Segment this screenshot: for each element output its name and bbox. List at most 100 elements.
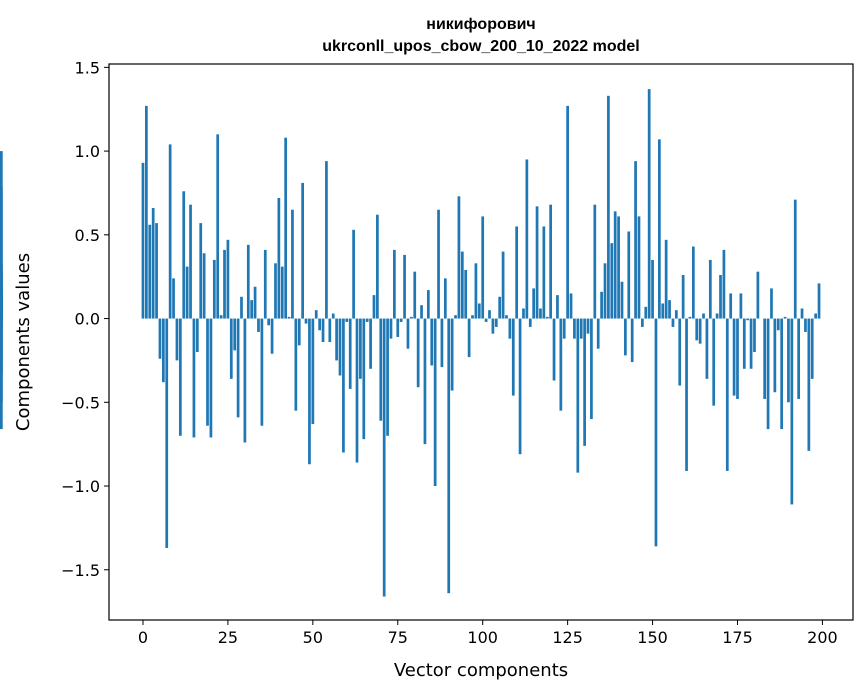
bar-193 (797, 318, 800, 399)
bar-94 (460, 251, 464, 319)
bar-157 (674, 310, 678, 319)
bar-16 (195, 318, 199, 353)
y-tick-label: −0.5 (61, 393, 100, 412)
bar-183 (763, 318, 767, 399)
bar-70 (379, 318, 383, 421)
bar-108 (508, 318, 512, 339)
bar-6 (162, 318, 165, 383)
bar-104 (494, 318, 498, 327)
chart-subtitle: ukrconll_upos_cbow_200_10_2022 model (322, 38, 639, 55)
bar-57 (335, 318, 338, 361)
bar-137 (607, 95, 610, 319)
bar-0 (141, 162, 145, 319)
bar-181 (756, 271, 760, 319)
bar-71 (382, 318, 386, 597)
bar-117 (539, 308, 542, 319)
bar-76 (399, 318, 403, 322)
bar-18 (202, 253, 206, 319)
bar-44 (291, 209, 294, 319)
bar-150 (651, 259, 654, 319)
bar-128 (576, 318, 580, 473)
bar-101 (484, 318, 488, 322)
bar-176 (739, 293, 743, 319)
bar-171 (722, 249, 726, 319)
bar-191 (790, 318, 794, 505)
bar-65 (362, 318, 366, 440)
bar-2 (148, 224, 152, 319)
bar-197 (810, 318, 814, 379)
bar-133 (593, 204, 597, 319)
y-axis-ticks: −1.5 −1.0 −0.5 0.0 0.5 1.0 1.5 (61, 58, 109, 580)
bar-50 (311, 318, 315, 425)
bar-34 (257, 318, 260, 332)
bar-100 (481, 216, 485, 319)
bar-37 (267, 318, 271, 326)
bar-155 (668, 300, 671, 319)
bar-135 (600, 291, 603, 319)
bar-10 (175, 318, 179, 361)
bar-127 (573, 318, 576, 339)
x-tick-label: 50 (303, 628, 323, 647)
bar-103 (491, 318, 495, 334)
bar-35 (260, 318, 264, 426)
bar-92 (454, 315, 457, 319)
x-tick-label: 100 (467, 628, 498, 647)
bar-102 (488, 310, 491, 319)
bar-58 (338, 318, 342, 376)
bar-129 (579, 318, 583, 339)
bar-11 (178, 318, 182, 436)
bar-45 (294, 318, 298, 411)
bar-174 (732, 318, 736, 396)
bars-group (0, 89, 821, 597)
bar-195 (804, 318, 807, 332)
bar-145 (634, 161, 637, 319)
x-tick-label: 75 (388, 628, 408, 647)
bar-110 (515, 226, 519, 319)
bar-47 (301, 182, 304, 319)
bar-77 (403, 254, 406, 319)
bar-51 (314, 310, 318, 319)
bar-177 (742, 318, 746, 369)
bar-116 (535, 206, 539, 319)
bar-153 (661, 303, 665, 319)
bar-162 (691, 246, 695, 319)
bar-109 (511, 318, 515, 396)
bar-160 (685, 318, 688, 471)
bar-36 (263, 249, 267, 319)
bar-179 (749, 318, 753, 369)
bar-54 (325, 161, 328, 319)
bar-126 (569, 293, 573, 319)
bar-147 (641, 318, 644, 327)
bar-73 (389, 318, 393, 339)
x-axis-ticks: 0 25 50 75 100 125 150 175 200 (138, 620, 838, 647)
bar-53 (321, 318, 325, 342)
bar-146 (637, 216, 641, 319)
bar-72 (386, 318, 389, 436)
bar-112 (522, 308, 525, 319)
bar-149 (647, 89, 651, 319)
bar-55 (328, 318, 332, 342)
bar-19 (206, 318, 209, 426)
bar-48 (304, 318, 308, 324)
y-tick-label: −1.5 (61, 561, 100, 580)
y-tick-label: 0.5 (75, 226, 100, 245)
bar-165 (702, 313, 705, 319)
bar-22 (216, 134, 220, 319)
bar-31 (246, 244, 250, 319)
bar-23 (219, 315, 223, 319)
bar-undefined (0, 318, 3, 324)
bar-91 (450, 318, 454, 391)
bar-15 (192, 318, 196, 438)
bar-114 (528, 318, 532, 327)
bar-199 (817, 283, 821, 319)
bar-136 (603, 263, 607, 319)
bar-198 (814, 313, 817, 319)
bar-52 (318, 318, 321, 331)
bar-131 (586, 318, 590, 334)
bar-79 (410, 316, 413, 319)
bar-166 (705, 318, 709, 379)
bar-175 (736, 318, 739, 399)
y-tick-label: 1.0 (75, 142, 100, 161)
bar-21 (212, 259, 216, 319)
